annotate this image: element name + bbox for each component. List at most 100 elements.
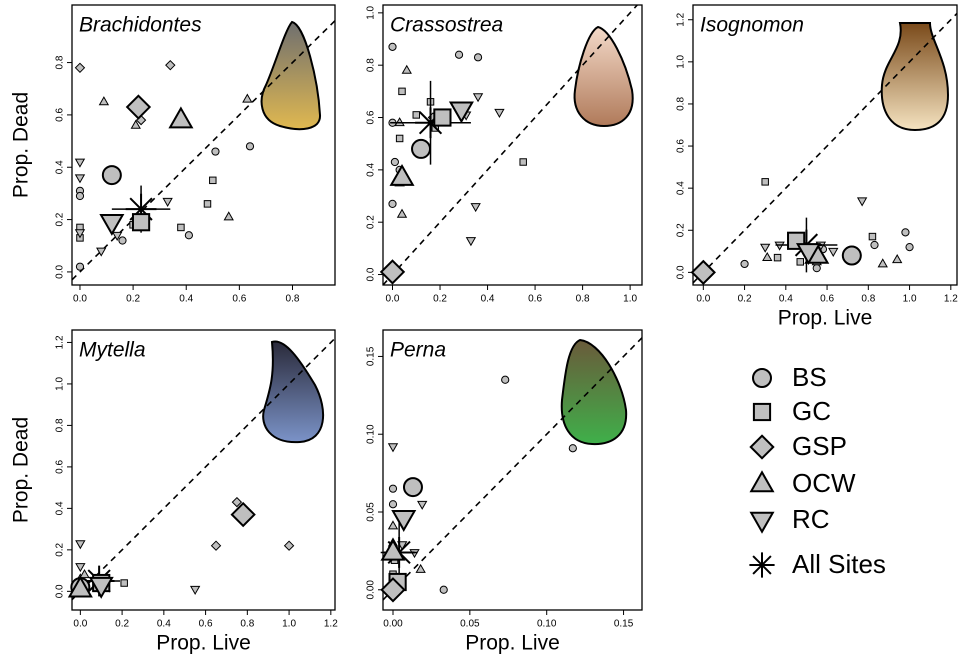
site-point: [80, 570, 89, 578]
x-tick-label: 0.4: [481, 294, 495, 305]
site-point: [246, 143, 253, 150]
x-tick-label: 0.8: [861, 294, 875, 305]
figure: 0.0 0.2 0.4 0.6 0.8 0.0 0.2 0.4 0.6 0.8 Brachidont…: [0, 0, 959, 656]
x-tick-label: 0.15: [614, 619, 634, 630]
site-point: [76, 263, 83, 270]
site-point: [395, 118, 404, 126]
legend-symbol: [751, 513, 773, 532]
site-point: [76, 564, 85, 572]
site-point: [763, 253, 772, 261]
x-tick-label: 0.10: [537, 619, 557, 630]
site-point: [455, 51, 462, 58]
x-tick-label: 1.2: [324, 619, 338, 630]
y-tick-label: 0.0: [676, 265, 687, 279]
x-axis-label: Prop. Live: [465, 632, 560, 655]
site-point: [774, 254, 780, 260]
site-mean-point: [412, 140, 430, 158]
y-tick-label: 0.2: [55, 542, 66, 556]
y-tick-label: 0.4: [676, 181, 687, 195]
y-tick-label: 1.0: [676, 54, 687, 68]
site-point: [204, 201, 210, 207]
site-point: [185, 232, 192, 239]
site-point: [285, 541, 294, 550]
site-point: [76, 541, 85, 549]
legend-label: RC: [792, 504, 830, 534]
panel-title: Mytella: [79, 339, 146, 362]
site-point: [396, 135, 402, 141]
x-tick-label: 0.4: [157, 619, 171, 630]
legend-symbol: [754, 404, 770, 420]
x-tick-label: 0.0: [386, 294, 400, 305]
shell-crassostrea: [575, 27, 633, 126]
site-mean-point: [103, 166, 121, 184]
reference-diagonal: [72, 21, 335, 280]
y-tick-label: 0.8: [55, 418, 66, 432]
x-tick-label: 0.8: [576, 294, 590, 305]
y-tick-label: 0.8: [366, 58, 377, 72]
x-tick-label: 0.4: [179, 294, 193, 305]
x-tick-label: 0.05: [460, 619, 480, 630]
site-point: [775, 242, 784, 250]
legend-label: GC: [792, 396, 831, 426]
y-tick-label: 0.8: [55, 55, 66, 69]
site-mean-point: [434, 109, 450, 125]
site-point: [495, 109, 504, 117]
site-point: [391, 158, 398, 165]
x-tick-label: 0.2: [126, 294, 140, 305]
legend-symbol: [753, 369, 771, 387]
site-point: [389, 485, 396, 492]
site-point: [191, 586, 200, 594]
site-point: [418, 501, 427, 509]
y-tick-label: 0.2: [676, 223, 687, 237]
y-tick-label: 0.6: [55, 460, 66, 474]
site-point: [569, 445, 576, 452]
x-tick-label: 0.8: [240, 619, 254, 630]
x-tick-label: 1.0: [903, 294, 917, 305]
x-tick-label: 0.2: [115, 619, 129, 630]
site-point: [471, 204, 480, 212]
y-tick-label: 0.4: [55, 501, 66, 515]
x-tick-label: 0.0: [73, 294, 87, 305]
legend-symbol: [751, 436, 774, 459]
site-point: [399, 88, 405, 94]
site-point: [413, 112, 419, 118]
y-tick-label: 1.0: [366, 5, 377, 19]
site-point: [212, 541, 221, 550]
y-tick-label: 0.6: [676, 139, 687, 153]
site-point: [761, 244, 770, 252]
x-tick-label: 0.2: [738, 294, 752, 305]
y-tick-label: 0.4: [55, 160, 66, 174]
x-tick-label: 1.0: [623, 294, 637, 305]
site-point: [474, 54, 481, 61]
site-point: [121, 580, 127, 586]
site-point: [243, 95, 252, 103]
x-tick-label: 0.00: [383, 619, 403, 630]
x-tick-label: 0.6: [199, 619, 213, 630]
y-tick-label: 0.0: [366, 267, 377, 281]
site-point: [224, 212, 233, 220]
shell-icons: [262, 22, 948, 444]
y-tick-label: 0.00: [366, 580, 377, 600]
site-mean-point: [381, 261, 404, 284]
site-point: [902, 229, 909, 236]
site-point: [163, 198, 172, 206]
x-tick-label: 0.8: [286, 294, 300, 305]
panel-title: Brachidontes: [79, 14, 202, 37]
shell-mytella: [263, 342, 323, 443]
y-tick-label: 0.05: [366, 502, 377, 522]
site-point: [389, 521, 398, 529]
site-mean-point: [127, 96, 150, 119]
site-point: [893, 255, 902, 263]
legend-label: BS: [792, 362, 827, 392]
site-point: [389, 43, 396, 50]
site-point: [871, 241, 878, 248]
site-point: [76, 175, 85, 183]
legend-label: OCW: [792, 468, 856, 498]
site-point: [416, 565, 425, 573]
y-tick-label: 0.6: [366, 110, 377, 124]
site-point: [797, 259, 803, 265]
panel-title: Perna: [390, 339, 446, 362]
y-tick-label: 0.0: [55, 584, 66, 598]
y-tick-label: 1.0: [55, 377, 66, 391]
site-mean-point: [170, 108, 192, 127]
